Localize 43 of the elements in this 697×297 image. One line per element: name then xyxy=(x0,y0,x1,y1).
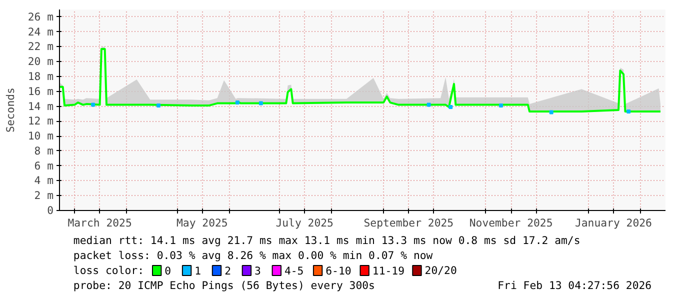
x-tick-label: May 2025 xyxy=(176,216,228,230)
legend-label: 3 xyxy=(254,264,261,278)
x-tick-label: January 2026 xyxy=(574,216,652,230)
legend-label: 20/20 xyxy=(424,264,457,277)
y-tick-label: 10 m xyxy=(28,130,54,143)
y-tick-label: 14 m xyxy=(28,100,54,113)
y-tick-label: 22 m xyxy=(28,40,54,54)
point xyxy=(448,105,453,110)
y-tick-label: 12 m xyxy=(28,114,54,128)
legend-label: 1 xyxy=(194,264,202,278)
y-tick-label: 18 m xyxy=(28,70,54,83)
point xyxy=(235,100,240,105)
point xyxy=(91,102,96,107)
point xyxy=(156,104,161,108)
legend-label: 0 xyxy=(164,264,172,278)
text: packet loss: 0.03 % avg 8.26 % max 0.00 % min 0.07 % now xyxy=(73,249,434,262)
text: probe: 20 ICMP Echo Pings (56 Bytes) every 300s xyxy=(73,279,375,292)
y-tick-label: 24 m xyxy=(28,25,54,38)
point xyxy=(549,110,554,114)
legend-label: 2 xyxy=(224,264,231,278)
y-axis-title: Seconds xyxy=(4,88,17,132)
y-tick-label: 20 m xyxy=(28,55,54,68)
y-tick-label: 8 m xyxy=(34,144,54,158)
point xyxy=(498,104,503,108)
y-tick-label: 6 m xyxy=(34,159,54,172)
legend-label: 4-5 xyxy=(284,264,304,278)
y-tick-label: 26 m xyxy=(28,10,54,24)
point xyxy=(258,101,263,106)
y-tick-label: 0 xyxy=(47,204,54,217)
x-tick-label: September 2025 xyxy=(364,216,454,230)
y-tick-label: 2 m xyxy=(34,189,54,202)
x-tick-label: March 2025 xyxy=(68,216,132,230)
y-tick-label: 16 m xyxy=(28,84,54,98)
text: Fri Feb 13 04:27:56 2026 xyxy=(498,279,652,292)
text: median rtt: 14.1 ms avg 21.7 ms max 13.1 ms min 13.3 ms now 0.8 ms sd 17.2 am/s xyxy=(73,234,580,247)
x-tick-label: November 2025 xyxy=(469,216,553,230)
y-tick-label: 4 m xyxy=(34,174,54,188)
legend-title: loss color: xyxy=(73,264,144,277)
x-tick-label: July 2025 xyxy=(276,216,334,230)
point xyxy=(626,109,631,114)
point xyxy=(426,102,431,107)
legend-label: 11-19 xyxy=(372,264,404,278)
legend-label: 6-10 xyxy=(326,264,352,278)
